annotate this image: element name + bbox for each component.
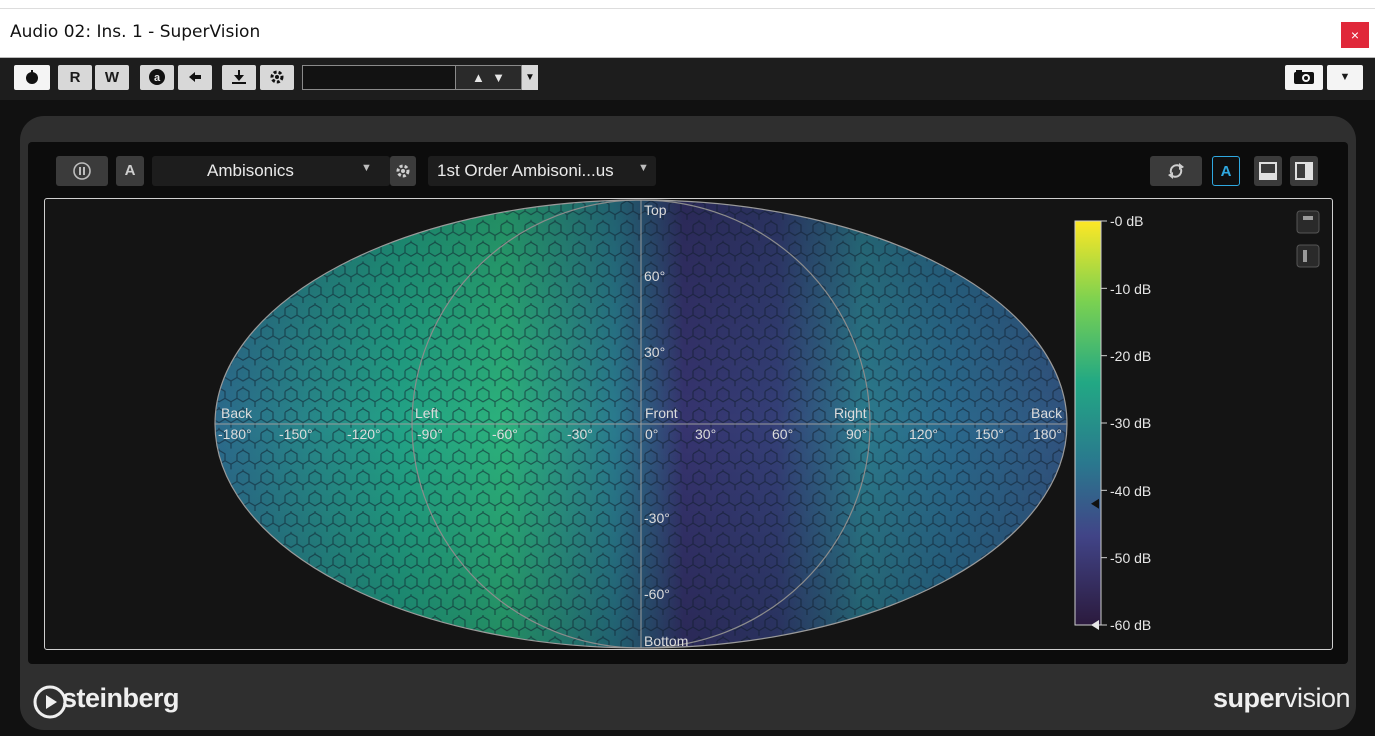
routing-icon xyxy=(232,70,246,84)
format-select[interactable] xyxy=(428,156,656,186)
meter-label: -20 dB xyxy=(1110,348,1151,364)
meter-markers xyxy=(1091,498,1099,630)
arrow-left-icon xyxy=(189,72,201,82)
chevron-down-icon: ▼ xyxy=(1339,71,1351,83)
layout-bottom-button[interactable] xyxy=(1254,156,1282,186)
supervision-logo: supervision xyxy=(1213,683,1351,714)
meter-ticks xyxy=(1101,220,1107,626)
azimuth-tick: 90° xyxy=(846,426,867,442)
ambisonics-display: Top Bottom Back Left Front Right Back -1… xyxy=(44,198,1333,650)
brand-light: vision xyxy=(1284,683,1351,713)
label-back-left: Back xyxy=(221,405,253,421)
side-chain-button[interactable] xyxy=(178,65,212,90)
close-button[interactable]: × xyxy=(1341,22,1369,48)
refresh-icon xyxy=(1168,163,1184,179)
module-settings-button[interactable] xyxy=(390,156,416,186)
label-back-right: Back xyxy=(1031,405,1063,421)
label-right: Right xyxy=(834,405,867,421)
label-left: Left xyxy=(415,405,438,421)
window-title: Audio 02: Ins. 1 - SuperVision xyxy=(10,22,261,42)
pause-button[interactable] xyxy=(56,156,108,186)
format-caret-icon[interactable]: ▼ xyxy=(638,162,649,174)
elevation-tick: 30° xyxy=(644,344,665,360)
sphere-map: Top Bottom Back Left Front Right Back -1… xyxy=(214,199,1320,649)
meter-label: -40 dB xyxy=(1110,483,1151,499)
steinberg-logo-icon xyxy=(33,685,67,719)
read-automation-button[interactable]: R xyxy=(58,65,92,90)
azimuth-tick: -180° xyxy=(218,426,252,442)
camera-icon xyxy=(1294,70,1314,84)
layout-side-button[interactable] xyxy=(1290,156,1318,186)
panel-bottom-icon xyxy=(1259,162,1277,180)
snapshot-button[interactable] xyxy=(1285,65,1323,90)
module-name: Ambisonics xyxy=(207,161,294,180)
azimuth-tick: 180° xyxy=(1033,426,1062,442)
plugin-toolbar: R W a ▲ ▼ ▼ ▼ xyxy=(0,58,1375,100)
elevation-tick: -60° xyxy=(644,586,670,602)
power-button[interactable] xyxy=(14,65,50,90)
azimuth-tick: -150° xyxy=(279,426,313,442)
label-top: Top xyxy=(644,202,667,218)
azimuth-tick: 120° xyxy=(909,426,938,442)
module-caret-icon[interactable]: ▼ xyxy=(361,162,372,174)
gear-icon xyxy=(396,164,410,178)
write-automation-button[interactable]: W xyxy=(95,65,129,90)
module-select[interactable] xyxy=(152,156,390,186)
window-titlebar: Audio 02: Ins. 1 - SuperVision × xyxy=(0,0,1375,58)
routing-button[interactable] xyxy=(222,65,256,90)
label-front: Front xyxy=(645,405,678,421)
reset-button[interactable] xyxy=(1150,156,1202,186)
sphere-border xyxy=(214,199,1068,649)
panel-right-icon xyxy=(1295,162,1313,180)
auto-scale-button[interactable]: A xyxy=(1212,156,1240,186)
preset-dropdown-button[interactable]: ▼ xyxy=(522,65,538,90)
elevation-tick: -30° xyxy=(644,510,670,526)
pause-icon xyxy=(73,162,91,180)
auto-label: a xyxy=(154,72,161,84)
meter-options-button[interactable] xyxy=(1296,210,1320,234)
column-toggle-icon xyxy=(1303,250,1307,262)
meter-label: -60 dB xyxy=(1110,617,1151,633)
a-circle-icon: a xyxy=(149,69,165,85)
gear-icon xyxy=(270,70,284,84)
preset-navigation: ▲ ▼ xyxy=(456,65,522,90)
azimuth-tick: -30° xyxy=(567,426,593,442)
power-icon xyxy=(26,70,38,84)
peak-marker[interactable] xyxy=(1091,498,1099,509)
azimuth-tick: 0° xyxy=(645,426,658,442)
meter-label: -30 dB xyxy=(1110,415,1151,431)
preset-prev-icon[interactable]: ▲ xyxy=(472,70,485,85)
azimuth-tick: 30° xyxy=(695,426,716,442)
azimuth-tick: -90° xyxy=(417,426,443,442)
title-top-strip xyxy=(0,0,1375,9)
azimuth-tick: -60° xyxy=(492,426,518,442)
level-meter xyxy=(1074,220,1102,626)
meter-width-button[interactable] xyxy=(1296,244,1320,268)
preset-next-icon[interactable]: ▼ xyxy=(492,70,505,85)
azimuth-tick: -120° xyxy=(347,426,381,442)
settings-button[interactable] xyxy=(260,65,294,90)
snapshot-menu-button[interactable]: ▼ xyxy=(1327,65,1363,90)
meter-label: -10 dB xyxy=(1110,281,1151,297)
format-name: 1st Order Ambisoni...us xyxy=(437,161,614,180)
label-bottom: Bottom xyxy=(644,633,688,649)
floor-marker[interactable] xyxy=(1091,620,1099,630)
steinberg-logo: steinberg xyxy=(62,683,180,713)
elevation-tick: 60° xyxy=(644,268,665,284)
meter-label: -0 dB xyxy=(1110,213,1143,229)
mode-a-button[interactable]: A xyxy=(116,156,144,186)
module-header: A Ambisonics ▼ 1st Order Ambisoni...us ▼… xyxy=(56,156,1321,190)
auto-fx-button[interactable]: a xyxy=(140,65,174,90)
azimuth-tick: 60° xyxy=(772,426,793,442)
display-toggle-icon xyxy=(1303,216,1313,220)
brand-bold: super xyxy=(1213,683,1285,713)
meter-label: -50 dB xyxy=(1110,550,1151,566)
heatmap-field xyxy=(215,200,1067,648)
preset-field[interactable] xyxy=(302,65,456,90)
plugin-footer xyxy=(20,666,1356,730)
azimuth-tick: 150° xyxy=(975,426,1004,442)
